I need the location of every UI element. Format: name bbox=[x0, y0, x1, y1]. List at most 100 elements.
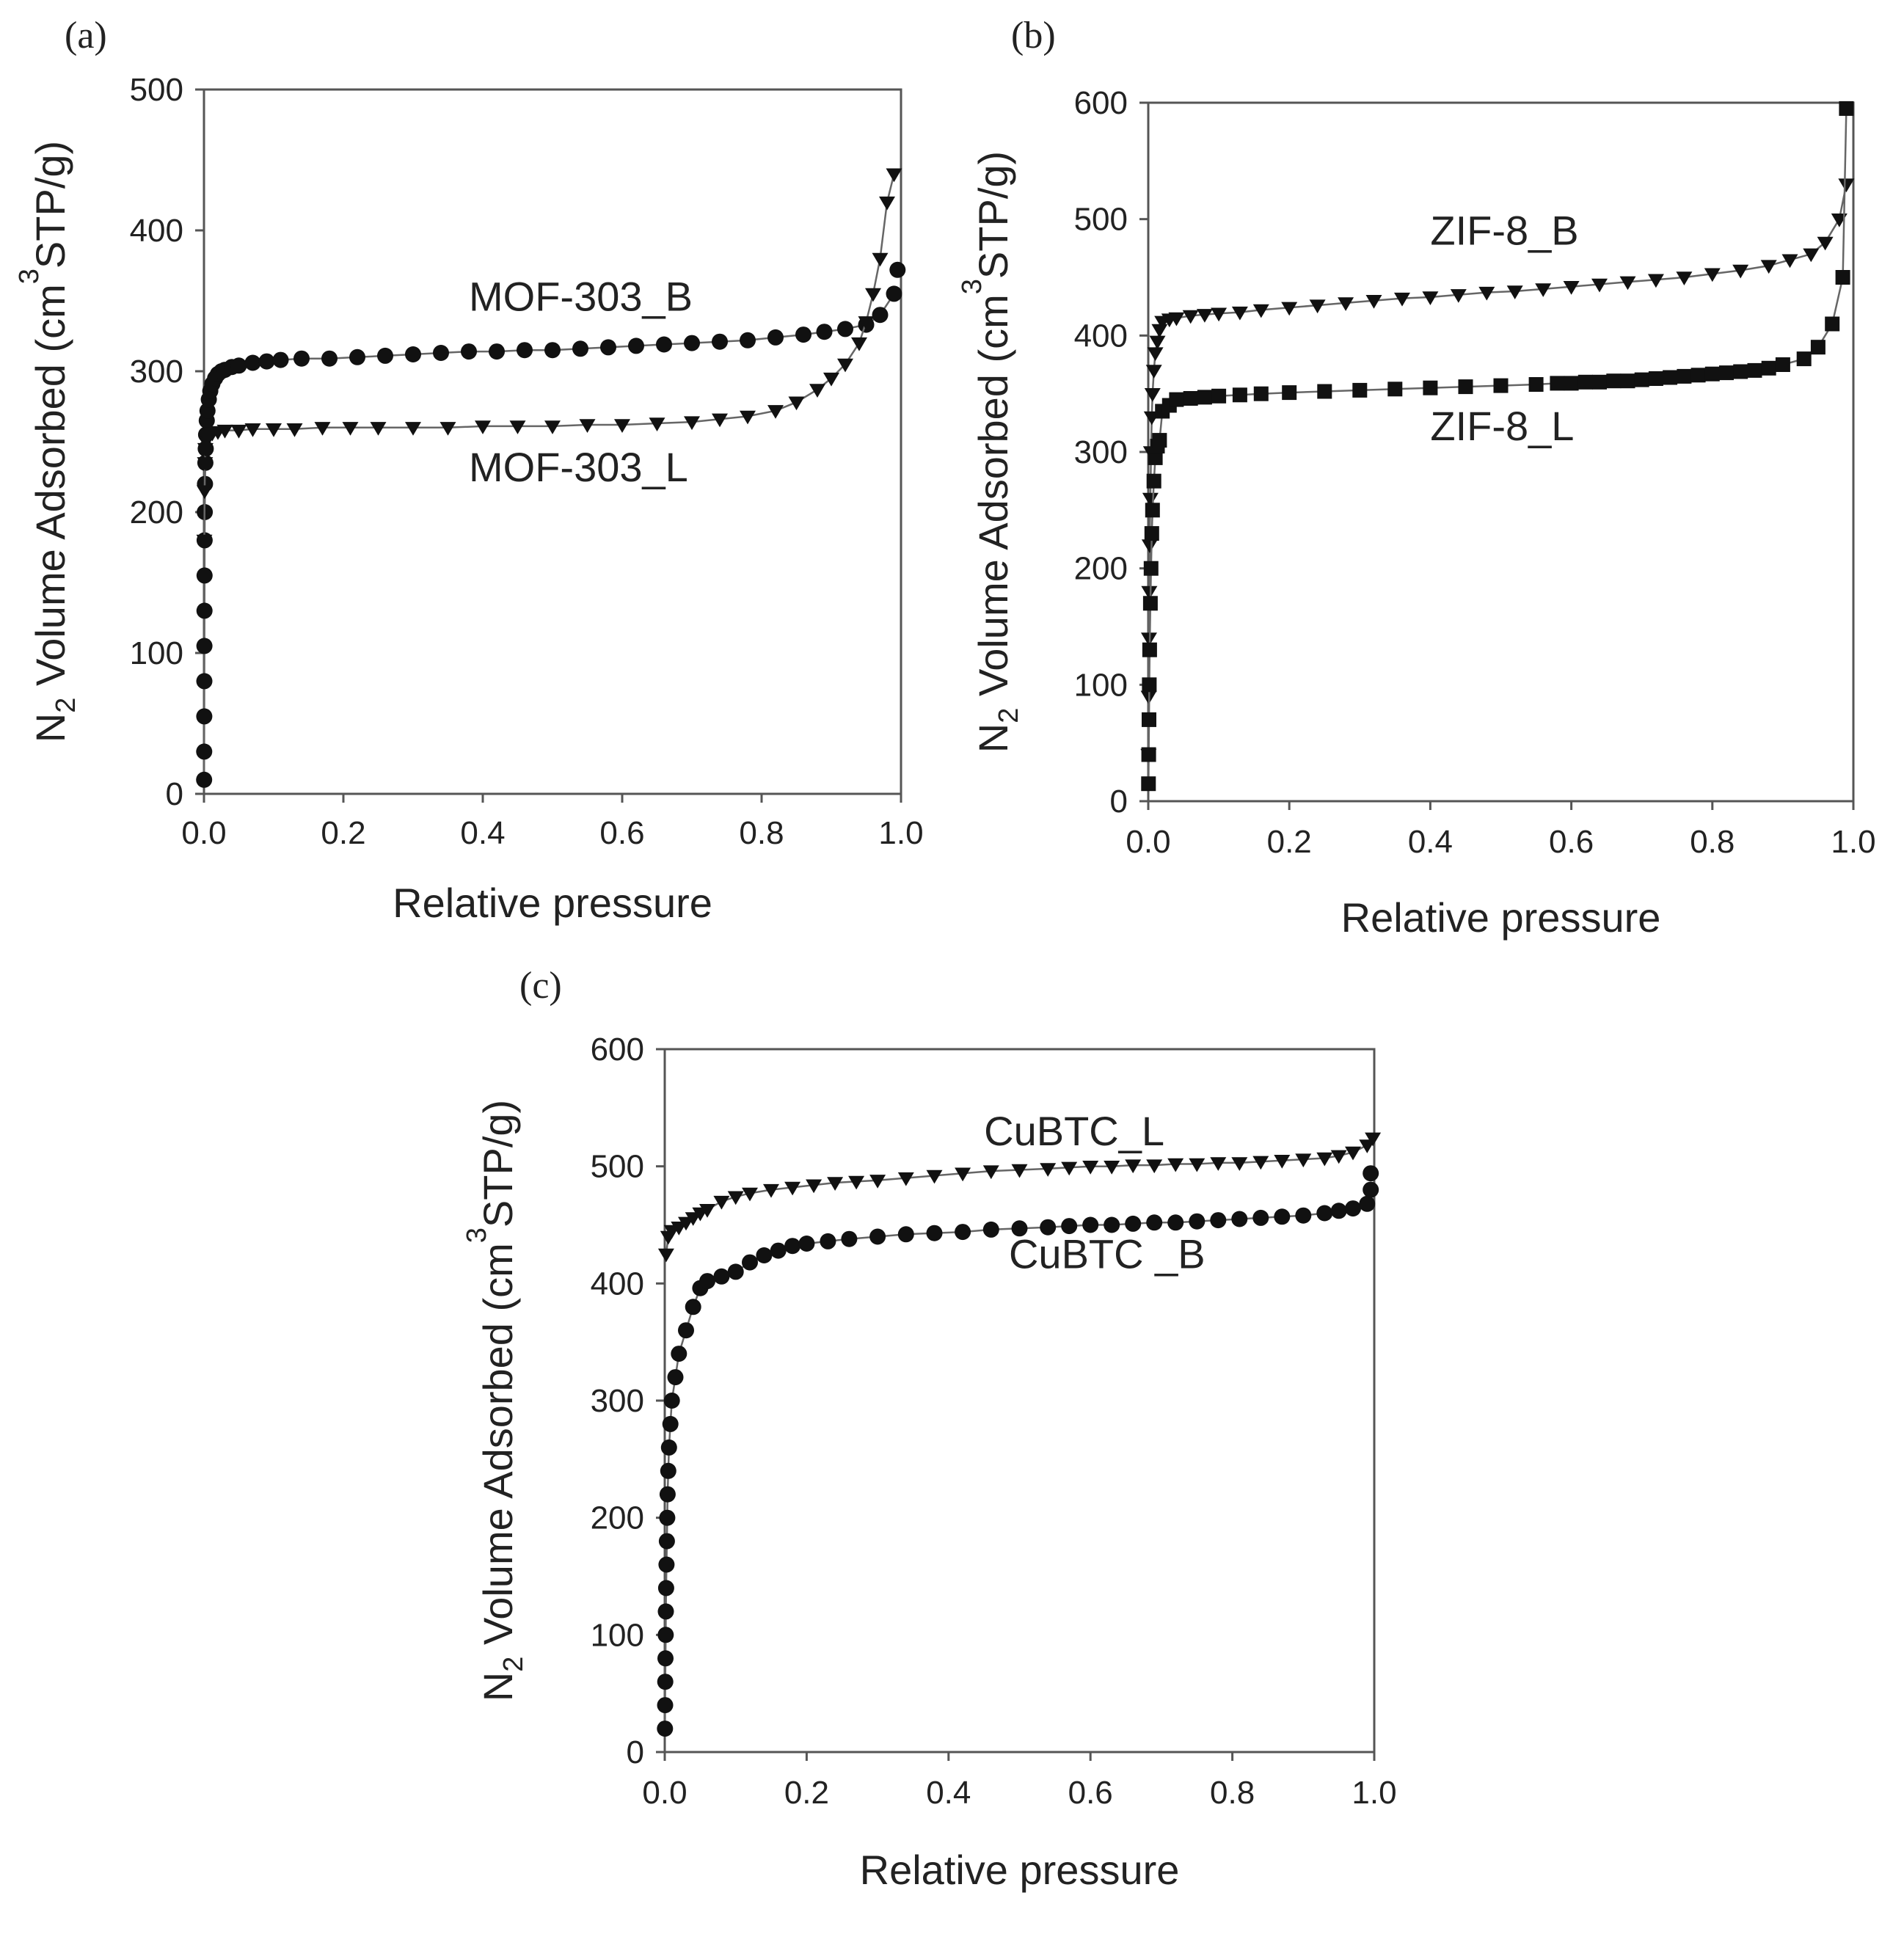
series-cubtc_b bbox=[657, 1181, 1379, 1737]
data-point bbox=[196, 771, 213, 788]
data-point bbox=[1781, 254, 1798, 269]
data-point bbox=[1183, 391, 1198, 406]
data-point bbox=[230, 424, 247, 439]
data-point bbox=[1761, 360, 1776, 376]
data-point bbox=[1365, 1132, 1382, 1147]
series-label: MOF-303_B bbox=[469, 273, 693, 319]
y-tick-label: 100 bbox=[130, 635, 183, 671]
data-point bbox=[244, 354, 261, 371]
data-point bbox=[1231, 1211, 1248, 1227]
data-point bbox=[544, 420, 561, 434]
data-point bbox=[1144, 388, 1161, 402]
data-point bbox=[1196, 309, 1213, 323]
data-point bbox=[258, 353, 275, 370]
data-point bbox=[216, 424, 233, 439]
data-point bbox=[763, 1183, 779, 1198]
panel-letter: (a) bbox=[65, 15, 107, 56]
data-point bbox=[1146, 1159, 1163, 1174]
data-point bbox=[678, 1322, 694, 1339]
data-point bbox=[660, 1439, 677, 1456]
data-point bbox=[1144, 526, 1159, 541]
data-point bbox=[1147, 347, 1164, 362]
data-point bbox=[196, 708, 213, 725]
data-point bbox=[544, 342, 561, 359]
y-tick-label: 500 bbox=[130, 72, 183, 108]
y-tick-label: 400 bbox=[130, 213, 183, 249]
data-point bbox=[659, 1509, 676, 1526]
data-point bbox=[1281, 302, 1298, 316]
y-axis-title: N2 Volume Adsorbed (cm3STP/g) bbox=[957, 151, 1024, 753]
data-point bbox=[1148, 450, 1163, 465]
data-point bbox=[1145, 503, 1160, 518]
data-point bbox=[657, 1697, 674, 1714]
y-tick-label: 200 bbox=[130, 495, 183, 530]
data-point bbox=[433, 345, 449, 361]
data-point bbox=[712, 333, 728, 350]
data-point bbox=[1648, 371, 1663, 386]
data-point bbox=[713, 1268, 730, 1285]
data-point bbox=[657, 1248, 674, 1263]
data-point bbox=[230, 357, 247, 374]
data-point bbox=[858, 316, 875, 330]
data-point bbox=[982, 1165, 999, 1180]
data-point bbox=[1141, 747, 1156, 762]
x-tick-label: 0.8 bbox=[1210, 1775, 1255, 1811]
data-point bbox=[897, 1226, 914, 1243]
data-point bbox=[1704, 366, 1720, 382]
data-point bbox=[272, 351, 289, 368]
y-tick-label: 100 bbox=[591, 1617, 644, 1653]
data-point bbox=[926, 1225, 943, 1241]
data-point bbox=[1810, 340, 1825, 355]
data-point bbox=[1760, 260, 1777, 274]
data-point bbox=[1394, 292, 1410, 307]
y-axis-title: N2 Volume Adsorbed (cm3STP/g) bbox=[462, 1100, 529, 1701]
data-point bbox=[342, 422, 359, 436]
data-point bbox=[1528, 377, 1544, 392]
data-point bbox=[659, 1486, 676, 1503]
data-point bbox=[820, 1233, 836, 1249]
data-point bbox=[349, 349, 365, 365]
data-point bbox=[809, 384, 825, 398]
data-point bbox=[614, 419, 630, 433]
data-point bbox=[600, 339, 616, 356]
data-point bbox=[1141, 585, 1158, 600]
data-point bbox=[1125, 1215, 1142, 1232]
series-label: CuBTC _B bbox=[1009, 1231, 1205, 1277]
data-point bbox=[926, 1169, 943, 1184]
data-point bbox=[897, 1172, 914, 1186]
data-point bbox=[1231, 306, 1248, 321]
x-tick-label: 0.0 bbox=[642, 1775, 687, 1811]
y-tick-label: 0 bbox=[627, 1734, 644, 1770]
data-point bbox=[1104, 1216, 1120, 1233]
data-point bbox=[1345, 1146, 1361, 1161]
data-point bbox=[1478, 286, 1495, 301]
x-tick-label: 0.6 bbox=[1549, 824, 1594, 860]
data-point bbox=[685, 1299, 701, 1316]
data-point bbox=[713, 1195, 730, 1210]
panel-letter: (b) bbox=[1011, 15, 1056, 56]
y-tick-label: 500 bbox=[1074, 202, 1128, 238]
data-point bbox=[657, 1674, 674, 1690]
data-point bbox=[579, 419, 596, 433]
data-point bbox=[1359, 1195, 1376, 1212]
data-point bbox=[1775, 357, 1790, 372]
data-point bbox=[1591, 278, 1608, 293]
data-point bbox=[1577, 374, 1593, 390]
data-point bbox=[1295, 1207, 1312, 1224]
data-point bbox=[657, 1580, 674, 1597]
data-point bbox=[405, 422, 421, 436]
data-point bbox=[756, 1247, 773, 1263]
data-point bbox=[1563, 281, 1580, 295]
data-point bbox=[823, 372, 839, 387]
data-point bbox=[816, 324, 833, 340]
data-point bbox=[1142, 642, 1157, 657]
plot-frame bbox=[203, 88, 902, 795]
data-point bbox=[1061, 1161, 1078, 1176]
data-point bbox=[848, 1175, 865, 1190]
data-point bbox=[1040, 1163, 1057, 1177]
data-point bbox=[841, 1230, 858, 1247]
data-point bbox=[370, 422, 387, 436]
data-point bbox=[657, 1627, 674, 1643]
series-cubtc_l bbox=[657, 1139, 1376, 1263]
data-point bbox=[727, 1263, 744, 1280]
